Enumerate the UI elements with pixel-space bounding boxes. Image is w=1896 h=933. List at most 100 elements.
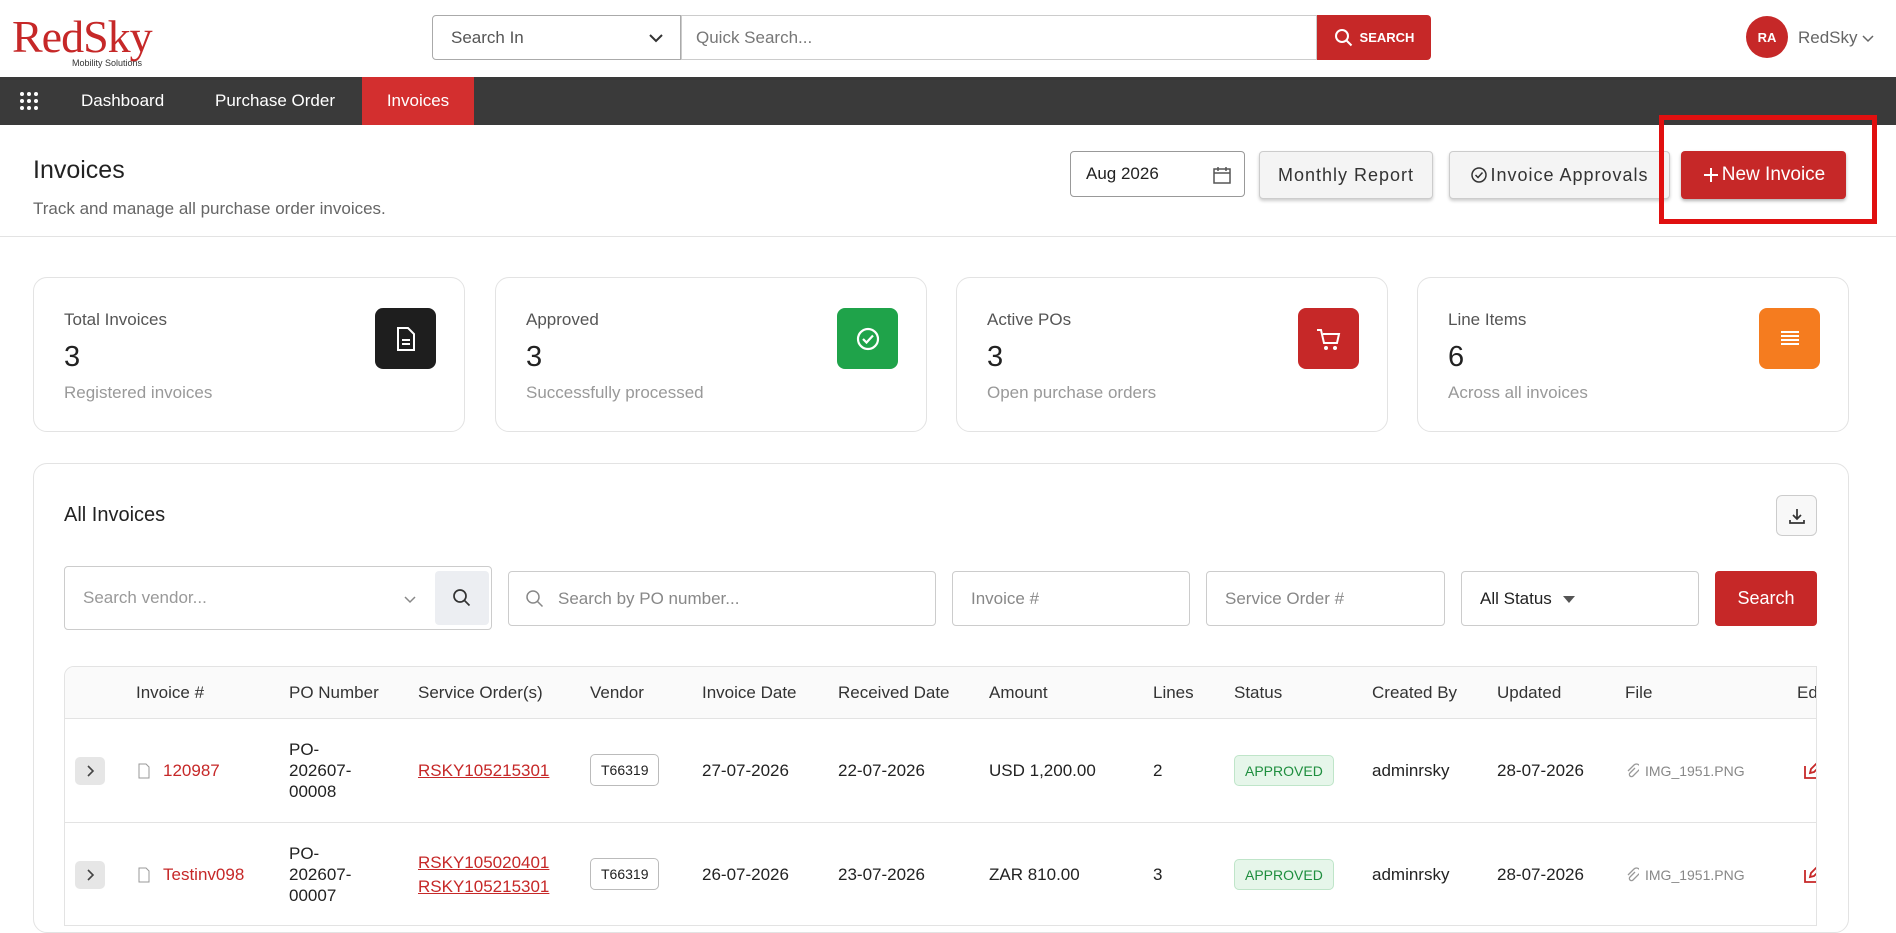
clip-icon (1625, 867, 1641, 888)
edit-icon (1804, 762, 1816, 779)
card-value: 3 (987, 341, 1004, 373)
filter-search-button[interactable]: Search (1715, 571, 1817, 626)
card-icon (837, 308, 898, 369)
nav-bar: Dashboard Purchase Order Invoices (0, 77, 1896, 125)
service-order-link[interactable]: RSKY105215301 (418, 876, 550, 896)
label: Invoice Approvals (1490, 164, 1649, 185)
icon (1627, 763, 1641, 778)
amount: USD 1,200.00 (989, 760, 1096, 780)
select-label: Search In (451, 27, 524, 47)
invoice-approvals-button[interactable]: Invoice Approvals (1449, 151, 1670, 199)
apps-icon[interactable] (19, 91, 39, 111)
invoice-table: Invoice # PO Number Service Order(s) Vendor… (64, 666, 1817, 926)
vendor-search[interactable]: Search vendor... (64, 566, 492, 630)
icon (138, 763, 150, 779)
nav-item-active[interactable]: Invoices (362, 77, 474, 125)
placeholder: Search vendor... (83, 588, 207, 607)
card-sub: Across all invoices (1448, 383, 1588, 402)
file-name[interactable]: IMG_1951.PNG (1645, 762, 1745, 779)
nav-item[interactable]: Purchase Order (215, 91, 335, 110)
doc-icon (137, 867, 151, 888)
service-order-filter[interactable]: Service Order # (1206, 571, 1445, 626)
status-badge: APPROVED (1234, 859, 1334, 890)
new-invoice-button[interactable]: New Invoice (1681, 151, 1846, 199)
placeholder: Service Order # (1225, 588, 1345, 608)
column-header: Invoice Date (702, 683, 797, 702)
expand-button[interactable] (75, 861, 105, 889)
column-header: Invoice # (136, 683, 205, 702)
table-header: Invoice # PO Number Service Order(s) Vendor… (65, 667, 1817, 719)
logo[interactable]: RedSky (12, 11, 153, 62)
card-icon (375, 308, 436, 369)
po-search[interactable]: Search by PO number... (508, 571, 936, 626)
stat-card: Approved 3 Successfully processed (495, 277, 927, 432)
card-icon (1759, 308, 1820, 369)
calendar-icon (1213, 167, 1231, 184)
user-name[interactable]: RedSky (1798, 28, 1858, 47)
page-title: Invoices (33, 156, 125, 184)
updated: 28-07-2026 (1497, 864, 1584, 884)
stat-card: Line Items 6 Across all invoices (1417, 277, 1849, 432)
file-name[interactable]: IMG_1951.PNG (1645, 866, 1745, 883)
icon (856, 327, 879, 350)
card-sub: Successfully processed (526, 383, 704, 402)
lines: 3 (1153, 864, 1163, 884)
vendor-badge: T66319 (590, 858, 660, 890)
edit-button[interactable] (1802, 865, 1816, 890)
label: New Invoice (1721, 164, 1826, 185)
po-number: PO-202607-00007 (289, 844, 352, 905)
po-number: PO-202607-00008 (289, 740, 352, 801)
logo-sub: Mobility Solutions (72, 58, 143, 68)
page-subtitle: Track and manage all purchase order invo… (33, 199, 386, 218)
column-header: Edit (1797, 683, 1817, 702)
search-in-select[interactable]: Search In (432, 15, 681, 60)
stat-card: Total Invoices 3 Registered invoices (33, 277, 465, 432)
page: RedSky Mobility Solutions Search In Quic… (0, 11, 1896, 933)
service-order-link[interactable]: RSKY105215301 (418, 760, 550, 780)
chevron (404, 596, 416, 604)
caret (1562, 595, 1575, 603)
card-label: Approved (526, 310, 599, 329)
check-icon (1471, 167, 1488, 183)
table-row: 120987 PO-202607-00008 RSKY105215301 T66319… (65, 719, 1816, 823)
edit-icon (1804, 866, 1816, 883)
search-button[interactable]: SEARCH (1317, 15, 1431, 60)
column-header: Vendor (590, 683, 644, 702)
card-icon (1298, 308, 1359, 369)
stat-card: Active POs 3 Open purchase orders (956, 277, 1388, 432)
avatar[interactable]: RA (1746, 16, 1788, 58)
divider (0, 236, 1896, 237)
download-button[interactable] (1776, 495, 1817, 536)
column-header: File (1625, 683, 1653, 702)
icon (1316, 328, 1340, 350)
month-picker[interactable]: Aug 2026 (1070, 151, 1245, 197)
icon (396, 326, 415, 351)
label: SEARCH (1359, 30, 1415, 45)
icon (1780, 330, 1799, 345)
monthly-report-button[interactable]: Monthly Report (1259, 151, 1433, 199)
expand-button[interactable] (75, 757, 105, 785)
status-filter[interactable]: All Status (1461, 571, 1699, 626)
card-label: Line Items (1448, 310, 1527, 329)
created-by: adminrsky (1372, 760, 1450, 780)
column-header: Service Order(s) (418, 683, 543, 702)
nav-item[interactable]: Dashboard (81, 91, 165, 110)
quick-search-input[interactable]: Quick Search... (681, 15, 1317, 60)
column-header: Lines (1153, 683, 1194, 702)
invoice-filter[interactable]: Invoice # (952, 571, 1190, 626)
invoice-link[interactable]: Testinv098 (163, 864, 245, 884)
chevron (87, 765, 95, 777)
icon (1627, 867, 1641, 882)
month: Aug 2026 (1086, 164, 1159, 183)
received-date: 22-07-2026 (838, 760, 925, 780)
service-order-link[interactable]: RSKY105020401 (418, 852, 550, 872)
card-sub: Registered invoices (64, 383, 213, 402)
vendor-search-button[interactable] (435, 571, 489, 625)
service-orders: RSKY105215301 (418, 719, 549, 822)
clip-icon (1625, 763, 1641, 784)
edit-button[interactable] (1802, 761, 1816, 786)
service-orders: RSKY105020401 RSKY105215301 (418, 823, 550, 925)
column-header: Created By (1372, 683, 1458, 702)
chevron (649, 34, 663, 43)
invoice-link[interactable]: 120987 (163, 760, 220, 780)
